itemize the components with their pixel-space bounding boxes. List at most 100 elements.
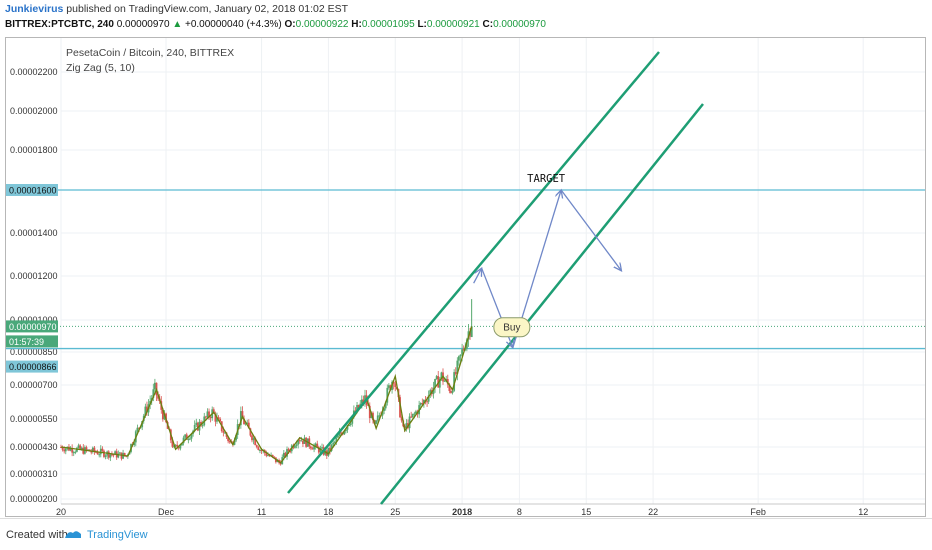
- last-price-badge: 0.00000970: [6, 320, 58, 333]
- candle-body: [254, 438, 257, 446]
- candle-body: [101, 448, 104, 451]
- candle-body: [260, 449, 263, 451]
- channel: [287, 51, 704, 505]
- candle-body: [85, 447, 88, 450]
- candle-body: [174, 444, 177, 446]
- y-tick-label: 0.00000550: [10, 414, 58, 424]
- x-tick-label: Feb: [750, 507, 766, 517]
- candle-body: [179, 445, 182, 449]
- price-badge-bg: [6, 335, 58, 348]
- candle-body: [415, 411, 417, 414]
- y-tick-label: 0.00001200: [10, 271, 58, 281]
- horizontal-lines: [6, 189, 925, 350]
- candle-body: [332, 442, 335, 445]
- change-arrow: ▲: [172, 19, 183, 30]
- candle-body: [286, 449, 288, 457]
- candle-body: [204, 416, 207, 418]
- candle-body: [316, 443, 319, 448]
- candle-body: [227, 436, 230, 442]
- x-tick-label: 12: [858, 507, 868, 517]
- y-tick-label: 0.00002000: [10, 106, 58, 116]
- candle-body: [387, 385, 390, 388]
- candle-body: [117, 453, 120, 458]
- candle-body: [243, 418, 245, 425]
- candle-body: [123, 452, 126, 456]
- candle-body: [90, 451, 93, 453]
- candle-body: [239, 411, 242, 426]
- price-badge-bg: [6, 184, 58, 196]
- candle-body: [71, 447, 74, 453]
- candle-body: [69, 447, 72, 451]
- change-value: +0.00000040 (+4.3%): [185, 19, 282, 30]
- candle-body: [298, 440, 301, 442]
- candle-body: [462, 349, 465, 351]
- candle-body: [357, 404, 360, 408]
- chart-frame[interactable]: 0.00002200 0.00002000 0.00001800 0.00001600…: [5, 37, 926, 517]
- candle-body: [451, 390, 454, 393]
- last-price: 0.00000970: [116, 19, 170, 30]
- candle-body: [294, 445, 296, 448]
- candle-body: [72, 452, 75, 454]
- candle-body: [118, 452, 121, 454]
- candle-body: [423, 400, 425, 404]
- candle-body: [176, 444, 179, 447]
- x-tick-label: 2018: [452, 507, 472, 517]
- candle-body: [217, 417, 220, 419]
- candle-body: [91, 447, 94, 453]
- candle-body: [103, 450, 105, 457]
- candle-body: [340, 432, 343, 434]
- y-axis: 0.00002200 0.00002000 0.00001800 0.00001600…: [10, 67, 58, 504]
- footer: Created with TradingView: [0, 518, 932, 550]
- candle-body: [282, 452, 285, 458]
- candle-body: [429, 390, 432, 396]
- candle-body: [255, 445, 258, 448]
- published-text: published on TradingView.com, January 02…: [66, 3, 349, 15]
- candle-body: [271, 454, 274, 457]
- projection-arrow: [560, 189, 621, 271]
- chart-legend: PesetaCoin / Bitcoin, 240, BITTREX Zig Z…: [66, 46, 234, 76]
- candle-body: [222, 431, 225, 433]
- candle-body: [104, 455, 107, 457]
- candle-body: [305, 437, 308, 447]
- chart-header: Junkievirus published on TradingView.com…: [0, 0, 932, 36]
- candle-body: [287, 449, 290, 452]
- candle-body: [434, 379, 436, 388]
- candle-body: [426, 401, 428, 403]
- series-title: PesetaCoin / Bitcoin, 240, BITTREX: [66, 47, 235, 59]
- x-tick-label: 20: [56, 507, 66, 517]
- candle-body: [419, 403, 422, 406]
- candle-body: [196, 422, 199, 431]
- x-tick-label: 15: [581, 507, 591, 517]
- candle-body: [337, 435, 339, 438]
- candle-body: [321, 447, 323, 449]
- author-name[interactable]: Junkievirus: [5, 3, 64, 15]
- candle-body: [443, 380, 446, 382]
- high-value: 0.00001095: [361, 19, 415, 30]
- indicator-label[interactable]: Zig Zag (5, 10): [66, 62, 135, 74]
- candle-body: [314, 443, 317, 447]
- candle-body: [181, 443, 183, 446]
- candle-body: [244, 423, 247, 425]
- candle-body: [182, 437, 185, 444]
- candle-body: [375, 420, 378, 424]
- candle-body: [453, 372, 456, 391]
- candle-body: [376, 415, 379, 421]
- candle-body: [216, 417, 218, 422]
- candle-body: [364, 395, 366, 403]
- tradingview-brand[interactable]: TradingView: [87, 529, 148, 541]
- candle-body: [297, 440, 300, 445]
- x-tick-label: 11: [257, 507, 266, 517]
- chart-plot[interactable]: 0.00002200 0.00002000 0.00001800 0.00001600…: [6, 38, 926, 517]
- candle-body: [311, 448, 314, 450]
- candle-body: [80, 447, 83, 450]
- candle-body: [193, 424, 196, 431]
- candles: [60, 299, 473, 466]
- candle-body: [438, 378, 441, 388]
- candle-body: [356, 404, 358, 413]
- y-tick-label: 0.00000430: [10, 442, 58, 452]
- candle-body: [408, 416, 411, 429]
- close-label: C:: [482, 19, 494, 30]
- candle-body: [149, 401, 152, 405]
- candle-body: [313, 446, 315, 450]
- candle-body: [295, 444, 298, 446]
